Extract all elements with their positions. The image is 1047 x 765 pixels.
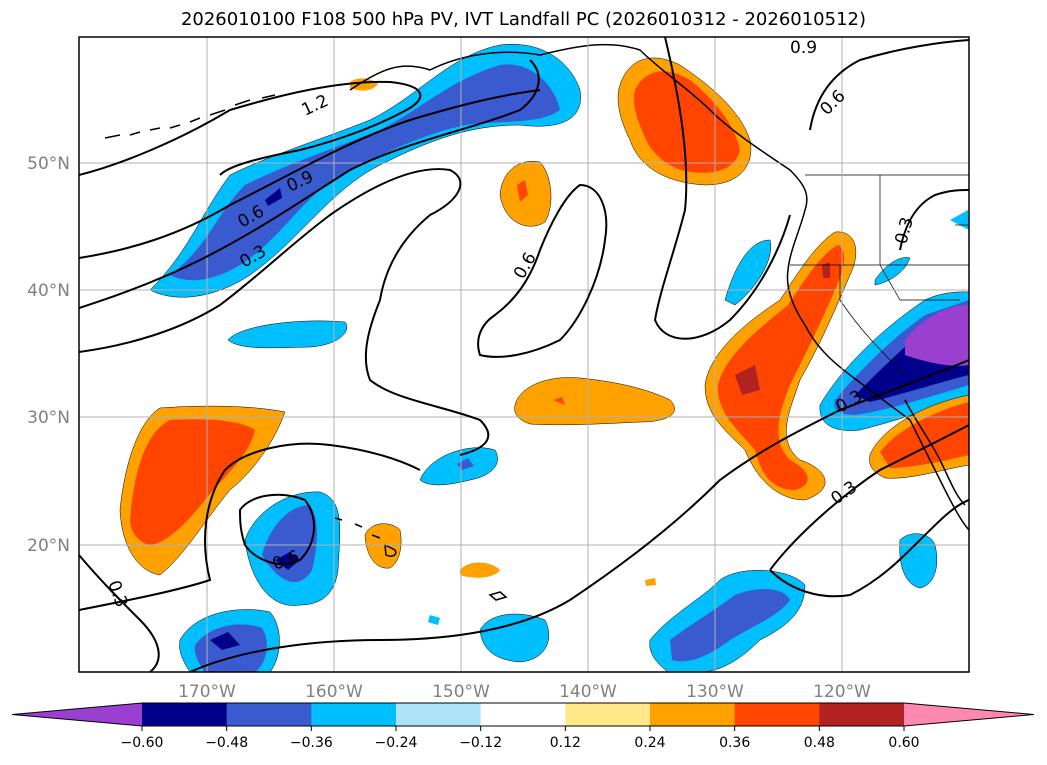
colorbar-segment bbox=[226, 703, 312, 726]
lat-label: 30°N bbox=[27, 408, 70, 428]
pv-contours bbox=[79, 37, 969, 672]
colorbar-tick-label: −0.24 bbox=[375, 735, 418, 751]
map-title: 2026010100 F108 500 hPa PV, IVT Landfall… bbox=[180, 9, 867, 30]
colorbar-segment bbox=[142, 703, 228, 726]
colorbar-segment bbox=[480, 703, 566, 726]
lon-label: 170°W bbox=[178, 682, 236, 702]
colorbar-segment bbox=[311, 703, 397, 726]
map-plot-area: 1.2 0.9 0.6 0.3 0.6 0.3 0.9 0.6 0.3 0.3 … bbox=[79, 37, 969, 672]
colorbar-tick-label: −0.60 bbox=[121, 735, 164, 751]
colorbar-extend-min bbox=[12, 703, 142, 726]
colorbar-extend-max bbox=[904, 703, 1034, 726]
colorbar-tick-label: 0.60 bbox=[888, 735, 919, 751]
colorbar-tick-label: −0.12 bbox=[459, 735, 502, 751]
lon-label: 140°W bbox=[559, 682, 617, 702]
colorbar-segment bbox=[734, 703, 820, 726]
negative-anomaly-regions bbox=[149, 43, 969, 672]
lat-label: 50°N bbox=[27, 154, 70, 174]
colorbar-tick-label: −0.36 bbox=[290, 735, 333, 751]
colorbar-segment bbox=[650, 703, 736, 726]
state-borders bbox=[790, 174, 969, 376]
colorbar-tick-label: 0.24 bbox=[634, 735, 665, 751]
colorbar-tick-label: 0.12 bbox=[550, 735, 581, 751]
lon-label: 130°W bbox=[686, 682, 744, 702]
coastlines bbox=[104, 43, 969, 601]
contour-label: 0.9 bbox=[790, 38, 817, 58]
map-frame bbox=[78, 36, 970, 673]
colorbar: −0.60 −0.48 −0.36 −0.24 −0.12 0.12 0.24 0.36 0.4… bbox=[11, 702, 1035, 751]
lon-label: 160°W bbox=[305, 682, 363, 702]
colorbar-segment bbox=[819, 703, 905, 726]
colorbar-tick-label: 0.48 bbox=[804, 735, 835, 751]
colorbar-tick-label: −0.48 bbox=[205, 735, 248, 751]
colorbar-segment bbox=[565, 703, 651, 726]
lat-label: 20°N bbox=[27, 536, 70, 556]
lat-label: 40°N bbox=[27, 281, 70, 301]
colorbar-tick-label: 0.36 bbox=[719, 735, 750, 751]
colorbar-segment bbox=[396, 703, 482, 726]
gridlines bbox=[79, 37, 969, 672]
lon-label: 150°W bbox=[432, 682, 490, 702]
longitude-labels: 170°W 160°W 150°W 140°W 130°W 120°W bbox=[178, 682, 871, 702]
positive-anomaly-regions bbox=[119, 57, 969, 586]
latitude-labels: 50°N 40°N 30°N 20°N bbox=[27, 154, 70, 556]
lon-label: 120°W bbox=[813, 682, 871, 702]
